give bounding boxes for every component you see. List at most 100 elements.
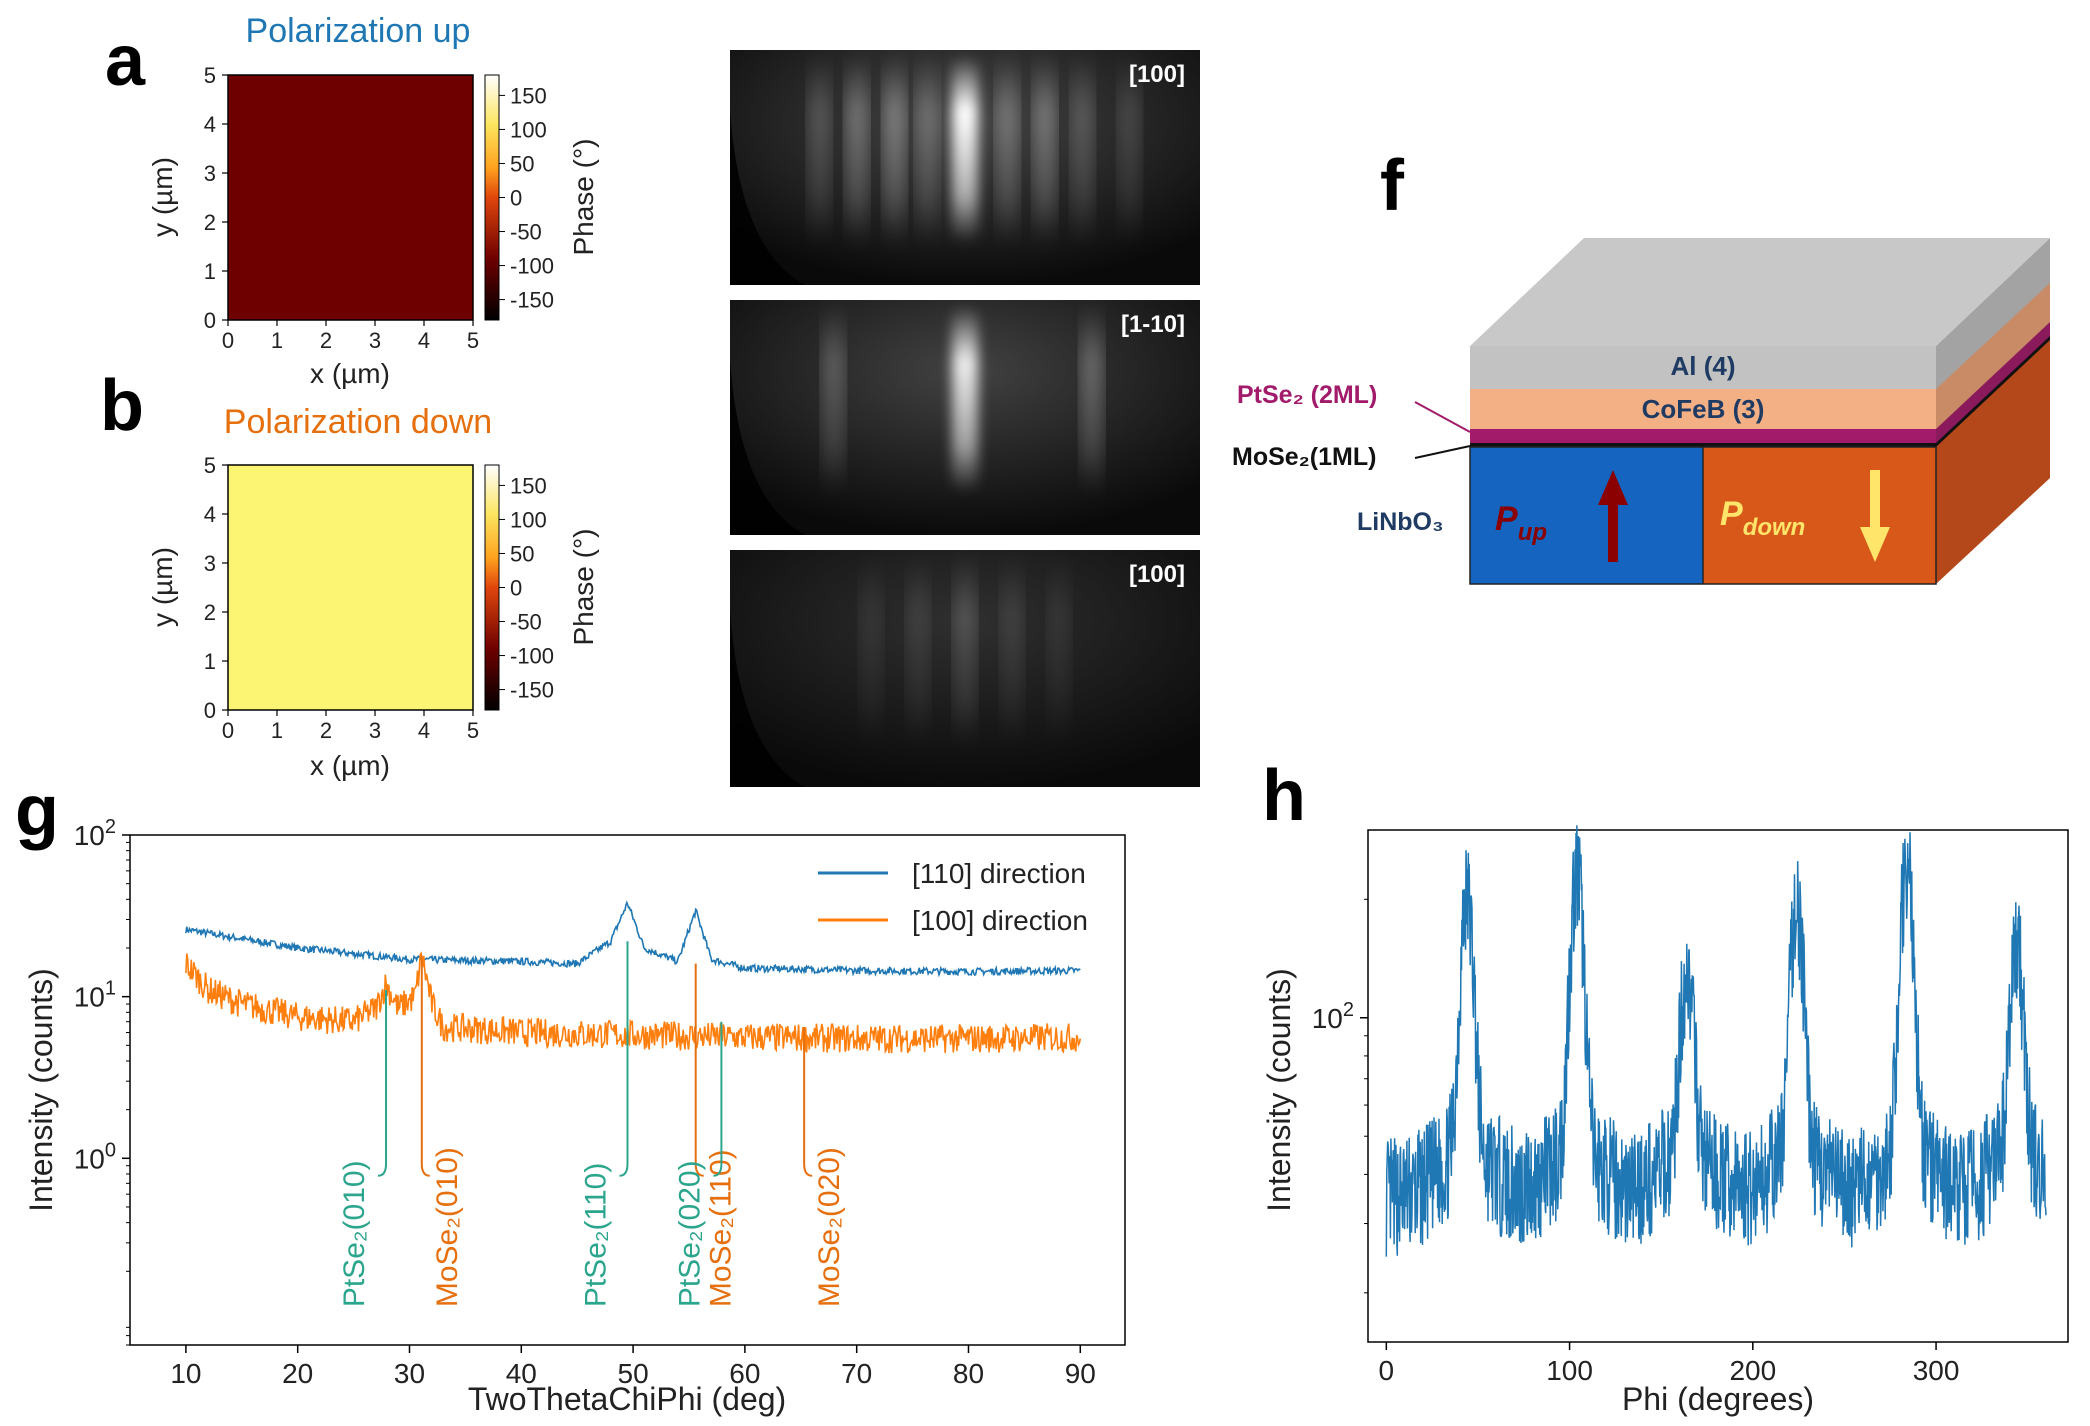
- layer-label-ptse2: PtSe₂ (2ML): [1237, 381, 1377, 409]
- xrd-plot-frame: [129, 834, 1126, 1346]
- rheed-direction-label: [100]: [1129, 561, 1185, 588]
- rheed-image-e: [100]: [730, 550, 1200, 787]
- p-up-label: Pup: [1495, 500, 1547, 546]
- panel-b-ylabel: y (µm): [147, 547, 178, 627]
- phase-map-up-area: [227, 74, 474, 321]
- rheed-streak: [1122, 55, 1137, 243]
- x-tick-label: 3: [369, 328, 381, 353]
- panel-label-g: g: [15, 771, 59, 851]
- y-tick-label: 4: [204, 502, 216, 527]
- rheed-streak: [911, 555, 925, 745]
- peak-marker-line: [420, 955, 430, 1177]
- ptse2-leader: [1414, 401, 1471, 433]
- colorbar-a-label: Phase (°): [568, 138, 599, 255]
- colorbar-b: [484, 464, 500, 711]
- colorbar-tick-label: -100: [510, 644, 554, 669]
- peak-marker-line: [377, 989, 388, 1177]
- panel-a-ylabel: y (µm): [147, 157, 178, 237]
- rheed-streak: [1052, 555, 1066, 745]
- top-face-al: [1470, 238, 2050, 346]
- y-tick-label: 102: [1312, 999, 1354, 1034]
- y-tick-label: 102: [74, 816, 116, 851]
- front-linbo3-up: [1470, 447, 1703, 584]
- rheed-streak: [1000, 55, 1015, 243]
- side-face-mose2: [1936, 335, 2050, 447]
- y-tick-label: 5: [204, 63, 216, 88]
- x-tick-label: 50: [618, 1358, 649, 1389]
- colorbar-a: [484, 74, 500, 321]
- x-tick-label: 200: [1729, 1355, 1776, 1386]
- side-face-cofeb: [1936, 282, 2050, 429]
- y-tick-label: 0: [204, 308, 216, 333]
- x-tick-label: 4: [418, 328, 430, 353]
- layer-label-mose2: MoSe₂(1ML): [1232, 443, 1376, 471]
- front-linbo3-down: [1703, 447, 1936, 584]
- panel-label-f: f: [1380, 146, 1405, 226]
- panel-b-title: Polarization down: [224, 403, 492, 441]
- xrd-series-line: [185, 900, 1081, 978]
- peak-annotation: MoSe₂(110): [705, 1149, 738, 1307]
- y-tick-label: 4: [204, 112, 216, 137]
- x-tick-label: 20: [282, 1358, 313, 1389]
- rheed-streak: [958, 555, 972, 745]
- p-up-arrow-icon: [1598, 470, 1628, 562]
- side-face-linbo3: [1936, 338, 2050, 584]
- y-tick-label: 3: [204, 161, 216, 186]
- x-tick-label: 1: [271, 718, 283, 743]
- colorbar-tick-label: 100: [510, 117, 547, 142]
- y-tick-exponent: 2: [105, 816, 116, 838]
- x-tick-label: 4: [418, 718, 430, 743]
- rheed-streak: [849, 55, 864, 243]
- x-tick-label: 90: [1065, 1358, 1096, 1389]
- y-tick-base: 10: [74, 1143, 105, 1174]
- colorbar-tick-label: -100: [510, 254, 554, 279]
- p-down-letter: P: [1720, 495, 1743, 533]
- x-tick-label: 1: [271, 328, 283, 353]
- colorbar-tick-label: 50: [510, 541, 534, 566]
- x-tick-label: 60: [729, 1358, 760, 1389]
- panel-a-title: Polarization up: [246, 12, 471, 50]
- colorbar-tick-label: 150: [510, 473, 547, 498]
- heterostructure-schematic: Al (4) CoFeB (3) PtSe₂ (2ML) MoSe₂(1ML) …: [1232, 238, 2050, 585]
- x-tick-label: 3: [369, 718, 381, 743]
- mose2-leader: [1414, 445, 1471, 459]
- p-up-letter: P: [1495, 500, 1518, 538]
- colorbar-tick-label: 0: [510, 186, 522, 211]
- xrd-ylabel: Intensity (counts): [23, 968, 59, 1212]
- y-tick-label: 101: [74, 978, 116, 1013]
- y-tick-label: 2: [204, 210, 216, 235]
- x-tick-label: 10: [170, 1358, 201, 1389]
- colorbar-tick-label: -150: [510, 288, 554, 313]
- x-tick-label: 30: [394, 1358, 425, 1389]
- rheed-image-c: [100]: [730, 50, 1200, 285]
- x-tick-label: 2: [320, 328, 332, 353]
- y-tick-label: 0: [204, 698, 216, 723]
- colorbar-tick-label: 150: [510, 83, 547, 108]
- p-down-subscript: down: [1743, 514, 1806, 541]
- peak-annotation: PtSe₂(010): [338, 1160, 371, 1307]
- y-tick-label: 2: [204, 600, 216, 625]
- rheed-streak: [887, 55, 902, 243]
- x-tick-label: 2: [320, 718, 332, 743]
- rheed-streak: [952, 55, 978, 243]
- rheed-streak: [952, 305, 978, 493]
- rheed-direction-label: [1-10]: [1121, 311, 1185, 338]
- rheed-streak: [1075, 55, 1090, 243]
- rheed-shadow: [730, 108, 806, 285]
- peak-annotation: PtSe₂(020): [673, 1160, 706, 1307]
- colorbar-tick-label: -50: [510, 220, 542, 245]
- panel-a-xlabel: x (µm): [310, 358, 390, 389]
- colorbar-b-label: Phase (°): [568, 528, 599, 645]
- xrd-series-line: [185, 951, 1082, 1054]
- panel-label-b: b: [100, 366, 144, 446]
- y-tick-label: 5: [204, 453, 216, 478]
- y-tick-label: 1: [204, 259, 216, 284]
- side-face-al: [1936, 238, 2050, 389]
- panel-b-xlabel: x (µm): [310, 750, 390, 781]
- layer-label-cofeb: CoFeB (3): [1642, 394, 1765, 424]
- rheed-streak: [1084, 305, 1099, 493]
- x-tick-label: 0: [222, 718, 234, 743]
